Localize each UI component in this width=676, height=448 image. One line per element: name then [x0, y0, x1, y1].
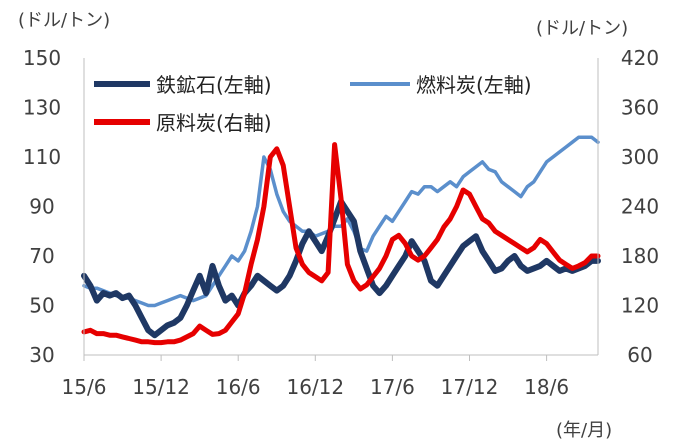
x-tick-label: 15/12	[132, 375, 190, 399]
series-coking-coal	[81, 142, 601, 346]
x-tick-label: 18/6	[524, 375, 569, 399]
left-tick-label: 150	[23, 46, 61, 70]
x-axis-label: (年/月)	[556, 420, 612, 441]
legend-label-coking-coal: 原料炭(右軸)	[156, 111, 272, 135]
right-tick-label: 180	[621, 244, 659, 268]
left-axis-label: (ドル/トン)	[18, 10, 110, 31]
x-tick-label: 16/6	[216, 375, 261, 399]
x-tick-label: 17/6	[370, 375, 415, 399]
left-axis-ticks: 150 130 110 90 70 50 30	[23, 46, 61, 367]
x-axis-ticks: 15/6 15/12 16/6 16/12 17/6 17/12 18/6	[62, 355, 569, 399]
legend-label-iron-ore: 鉄鉱石(左軸)	[156, 73, 272, 97]
series-layer	[81, 135, 601, 346]
legend-label-thermal-coal: 燃料炭(左軸)	[416, 73, 532, 97]
right-tick-label: 60	[627, 343, 652, 367]
left-tick-label: 90	[29, 195, 54, 219]
right-axis-label: (ドル/トン)	[536, 18, 628, 39]
legend: 鉄鉱石(左軸) 燃料炭(左軸) 原料炭(右軸)	[94, 73, 532, 135]
series-thermal-coal	[82, 135, 600, 308]
left-tick-label: 30	[29, 343, 54, 367]
right-tick-label: 360	[621, 96, 659, 120]
right-axis-ticks: 420 360 300 240 180 120 60	[621, 46, 659, 367]
x-tick-label: 15/6	[62, 375, 107, 399]
left-tick-label: 70	[29, 244, 54, 268]
right-tick-label: 300	[621, 145, 659, 169]
right-tick-label: 240	[621, 195, 659, 219]
right-tick-label: 420	[621, 46, 659, 70]
left-tick-label: 50	[29, 294, 54, 318]
x-tick-label: 16/12	[286, 375, 344, 399]
left-tick-label: 130	[23, 96, 61, 120]
right-tick-label: 120	[621, 294, 659, 318]
left-tick-label: 110	[23, 145, 61, 169]
x-tick-label: 17/12	[441, 375, 499, 399]
